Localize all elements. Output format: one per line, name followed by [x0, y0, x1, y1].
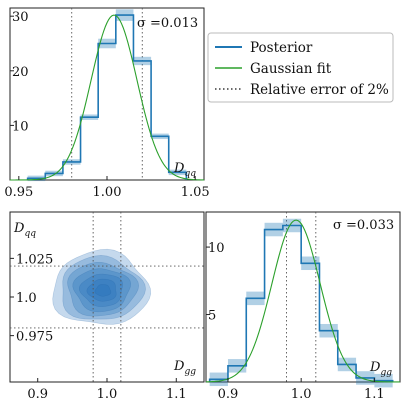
x-tick-label: 0.9: [27, 387, 48, 402]
legend-label-ref: Relative error of 2%: [250, 82, 389, 98]
y-tick-label: 10: [208, 241, 225, 256]
y-tick-label: 1.025: [16, 252, 53, 267]
axes-frame: [9, 7, 205, 181]
x-tick-label: 0.9: [218, 387, 239, 402]
x-tick-label: 0.95: [4, 185, 33, 200]
y-axis-label: Dqq: [13, 221, 36, 239]
y-tick-label: 1.0: [16, 291, 37, 306]
gaussian-fit-curve: [10, 14, 205, 181]
y-tick-label: 5: [208, 309, 216, 324]
x-tick-label: 1.0: [97, 387, 118, 402]
y-tick-label: 10: [12, 119, 29, 134]
x-tick-label: 1.1: [166, 387, 187, 402]
axes-frame: [205, 211, 401, 383]
posterior-histogram: [208, 224, 394, 382]
y-tick-label: 30: [12, 10, 29, 25]
gaussian-fit-curve: [205, 219, 400, 383]
x-axis-label: Dgg: [173, 359, 196, 377]
legend-box: [207, 32, 394, 103]
sigma-annotation: σ =0.013: [137, 16, 198, 31]
posterior-histogram: [26, 14, 188, 180]
legend: Posterior Gaussian fit Relative error of…: [207, 32, 394, 103]
legend-label-gaussian: Gaussian fit: [250, 61, 332, 77]
x-tick-label: 1.05: [181, 185, 210, 200]
x-tick-label: 1.00: [93, 185, 122, 200]
sigma-annotation: σ =0.033: [333, 218, 394, 233]
y-tick-label: 20: [12, 65, 29, 80]
density-contour: [94, 284, 112, 297]
x-tick-label: 1.0: [291, 387, 312, 402]
x-tick-label: 1.1: [364, 387, 385, 402]
legend-label-posterior: Posterior: [250, 40, 313, 56]
y-tick-label: 0.975: [16, 330, 53, 345]
panel-contour: 0.9 1.0 1.1 0.975 1.0 1.025 Dqq Dgg: [9, 211, 205, 402]
